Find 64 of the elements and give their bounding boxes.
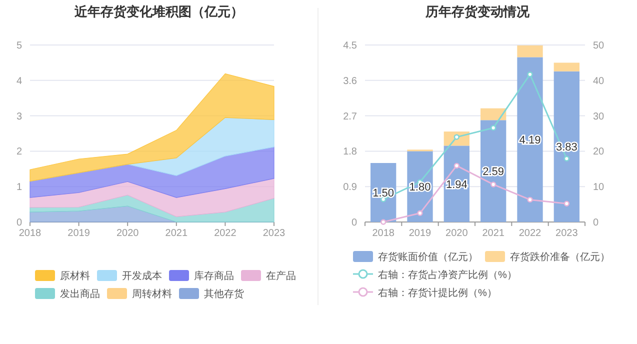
y-tick-label: 4.5 — [343, 40, 358, 52]
y-tick-label: 1 — [16, 182, 22, 194]
data-label: 1.50 — [372, 188, 394, 200]
x-tick-label: 2023 — [556, 228, 578, 239]
data-label: 1.94 — [446, 178, 468, 191]
legend-label: 其他存货 — [204, 288, 244, 300]
y2-tick-label: 10 — [593, 182, 605, 194]
bar — [480, 120, 506, 222]
x-tick-label: 2018 — [18, 228, 42, 239]
y-tick-label: 3 — [16, 111, 22, 122]
y-tick-label: 2 — [16, 146, 22, 158]
point — [527, 196, 533, 203]
x-tick-label: 2021 — [165, 228, 188, 239]
point — [380, 219, 386, 225]
x-tick-label: 2021 — [482, 228, 505, 239]
legend-label: 右轴：存货占净资产比例（%） — [378, 269, 517, 281]
legend-label: 存货账面价值（亿元） — [378, 251, 478, 263]
y-tick-label: 0 — [351, 218, 358, 228]
data-label: 4.19 — [519, 134, 541, 147]
legend-label: 在产品 — [266, 270, 296, 282]
y2-tick-label: 20 — [593, 146, 605, 158]
chart-title: 历年存货变动情况 — [424, 4, 530, 19]
x-tick-label: 2023 — [262, 228, 286, 239]
y2-tick-label: 50 — [593, 40, 605, 52]
point — [527, 72, 533, 78]
legend-label: 存货跌价准备（亿元） — [510, 251, 610, 263]
bar — [554, 71, 580, 222]
bar — [517, 45, 543, 58]
point — [417, 210, 423, 216]
point — [564, 200, 570, 206]
data-label: 2.59 — [482, 166, 504, 178]
data-label: 1.80 — [409, 182, 431, 194]
y2-tick-label: 0 — [593, 218, 599, 228]
x-tick-label: 2018 — [372, 228, 395, 239]
point — [490, 124, 496, 131]
point — [454, 162, 460, 169]
point — [564, 156, 570, 162]
legend-label: 右轴：存货计提比例（%） — [378, 287, 497, 299]
y2-tick-label: 40 — [593, 76, 605, 87]
x-tick-label: 2019 — [68, 228, 90, 239]
legend-label: 库存商品 — [194, 270, 234, 282]
y-tick-label: 0 — [16, 218, 22, 228]
y-tick-label: 0.9 — [343, 182, 358, 194]
y-tick-label: 5 — [16, 40, 22, 52]
y-tick-label: 4 — [16, 76, 22, 87]
y-tick-label: 1.8 — [343, 146, 358, 158]
x-tick-label: 2022 — [214, 228, 237, 239]
x-tick-label: 2019 — [408, 228, 432, 239]
x-tick-label: 2020 — [446, 228, 468, 239]
legend-label: 发出商品 — [60, 288, 100, 300]
legend-label: 开发成本 — [122, 270, 162, 282]
y-tick-label: 2.7 — [343, 111, 358, 122]
legend-label: 原材料 — [60, 270, 90, 282]
chart-title: 近年存货变化堆积图（亿元） — [74, 4, 244, 19]
x-tick-label: 2020 — [116, 228, 140, 239]
bar — [554, 62, 580, 72]
y-tick-label: 3.6 — [343, 76, 358, 87]
point — [490, 182, 496, 188]
legend-label: 周转材料 — [132, 288, 172, 300]
x-tick-label: 2022 — [518, 228, 542, 239]
bar — [517, 57, 543, 222]
y2-tick-label: 30 — [593, 111, 605, 122]
bar — [480, 108, 506, 120]
data-label: 3.83 — [556, 142, 578, 154]
